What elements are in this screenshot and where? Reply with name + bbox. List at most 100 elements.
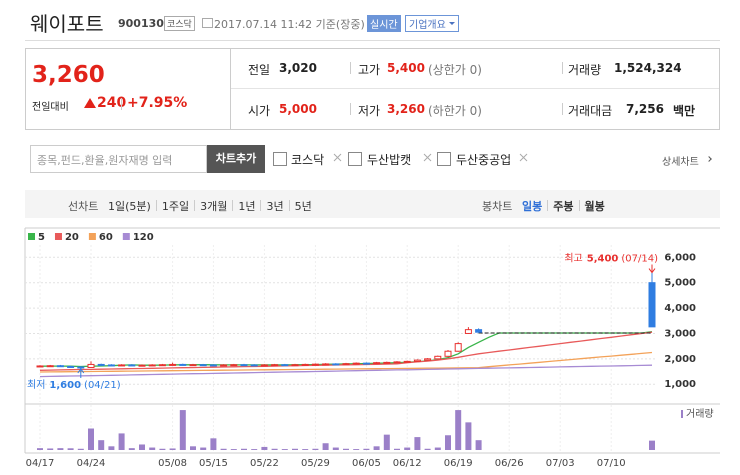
marker-date: (04/21) xyxy=(84,380,121,391)
candle-tab[interactable]: 주봉 xyxy=(553,200,574,213)
separator xyxy=(562,62,563,74)
change-label: 전일대비 xyxy=(32,102,69,113)
candle-body xyxy=(352,362,360,365)
x-tick-label: 07/10 xyxy=(597,458,626,469)
search-input[interactable]: 종목,펀드,환율,원자재명 입력 xyxy=(30,145,207,173)
market-badge: 코스닥 xyxy=(164,16,195,31)
volume-bar xyxy=(149,447,156,450)
volume-bar xyxy=(98,440,105,450)
candle-body xyxy=(77,366,85,369)
candle-body xyxy=(311,363,319,366)
add-chart-button[interactable]: 차트추가 xyxy=(207,145,265,173)
stock-name: 웨이포트 xyxy=(30,12,104,36)
checkbox[interactable] xyxy=(273,152,287,166)
x-tick-label: 06/05 xyxy=(352,458,381,469)
volume-bar xyxy=(261,446,268,450)
candle-body xyxy=(413,359,421,362)
candle-body xyxy=(97,363,105,366)
candle-body xyxy=(179,363,187,366)
y-tick-label: 1,000 xyxy=(664,379,696,390)
period-tab[interactable]: 1주일 xyxy=(161,200,190,213)
separator xyxy=(547,200,549,211)
candle-body xyxy=(464,329,472,334)
candle-body xyxy=(373,362,381,365)
separator xyxy=(288,200,290,211)
candle-body xyxy=(87,363,95,368)
separator xyxy=(578,200,580,211)
marker-date: (07/14) xyxy=(621,254,658,265)
overview-text: 기업개요 xyxy=(409,20,446,31)
volume-bar xyxy=(434,447,441,450)
candle-tab[interactable]: 월봉 xyxy=(584,200,605,213)
volume-bar xyxy=(404,447,411,450)
candle-body xyxy=(648,282,656,328)
stat-value: 3,020 xyxy=(279,61,317,75)
period-tab[interactable]: 3개월 xyxy=(200,200,228,213)
volume-bar xyxy=(424,448,431,450)
separator xyxy=(121,98,122,110)
candle-body xyxy=(107,364,115,367)
candle-body xyxy=(189,364,197,367)
candle-body xyxy=(393,361,401,364)
remove-icon xyxy=(423,153,432,162)
legend-label: 5 xyxy=(38,232,45,243)
change-amount: 240 xyxy=(97,95,127,111)
volume-bar xyxy=(210,438,217,450)
stat-value: 5,400 xyxy=(387,61,425,75)
volume-bar xyxy=(281,449,288,450)
checkbox[interactable] xyxy=(348,152,362,166)
volume-bar xyxy=(200,447,207,450)
candle-body xyxy=(362,362,370,365)
period-tab[interactable]: 5년 xyxy=(294,200,312,213)
volume-bar xyxy=(37,448,43,450)
separator xyxy=(155,200,157,211)
y-tick-label: 6,000 xyxy=(664,252,696,263)
candle-body xyxy=(260,364,268,367)
volume-bar xyxy=(465,422,472,450)
candle-body xyxy=(67,365,75,368)
marker-text: 최저 1,600 (04/21) xyxy=(27,379,121,391)
candle-body xyxy=(271,364,279,367)
x-tick-label: 04/24 xyxy=(77,458,106,469)
search-placeholder: 종목,펀드,환율,원자재명 입력 xyxy=(37,154,173,167)
period-tab[interactable]: 1년 xyxy=(238,200,256,213)
separator xyxy=(350,62,351,74)
volume-bar xyxy=(271,448,278,450)
candle-body xyxy=(230,364,238,367)
volume-bar xyxy=(383,434,390,450)
y-tick-label: 3,000 xyxy=(664,328,696,339)
checkbox[interactable] xyxy=(437,152,451,166)
volume-bar xyxy=(363,448,370,450)
quote-box xyxy=(25,48,720,130)
candle-tab[interactable]: 일봉 xyxy=(522,200,543,213)
header-divider xyxy=(25,40,720,41)
calendar-icon xyxy=(202,18,213,28)
candle-body xyxy=(424,358,432,361)
stat-value: 3,260 xyxy=(387,102,425,116)
volume-bar xyxy=(251,449,258,450)
candle-body xyxy=(383,361,391,364)
candle-body xyxy=(454,343,462,352)
overview-button[interactable]: 기업개요 xyxy=(405,15,459,32)
volume-bar xyxy=(302,449,309,450)
x-tick-label: 04/17 xyxy=(26,458,55,469)
current-price: 3,260 xyxy=(32,62,105,88)
stat-value: 1,524,324 xyxy=(614,61,682,75)
detail-chart-link[interactable]: 상세차트 xyxy=(662,157,699,168)
stat-value: 7,256 xyxy=(626,102,664,116)
volume-bar xyxy=(455,410,462,450)
candle-body xyxy=(220,364,228,367)
volume-bar xyxy=(332,447,339,450)
stat-label: 전일 xyxy=(248,63,271,77)
volume-bar xyxy=(475,440,482,450)
x-tick-label: 05/08 xyxy=(158,458,187,469)
quote-divider xyxy=(230,49,231,129)
stat-label: 거래량 xyxy=(568,63,602,77)
stat-label: 저가 xyxy=(358,104,381,118)
realtime-badge[interactable]: 실시간 xyxy=(367,15,401,32)
volume-bar xyxy=(394,448,400,450)
period-tab[interactable]: 3년 xyxy=(266,200,284,213)
period-tab[interactable]: 1일(5분) xyxy=(108,200,151,213)
tab-label: 봉차트 xyxy=(482,200,513,213)
volume-bar xyxy=(230,449,237,450)
